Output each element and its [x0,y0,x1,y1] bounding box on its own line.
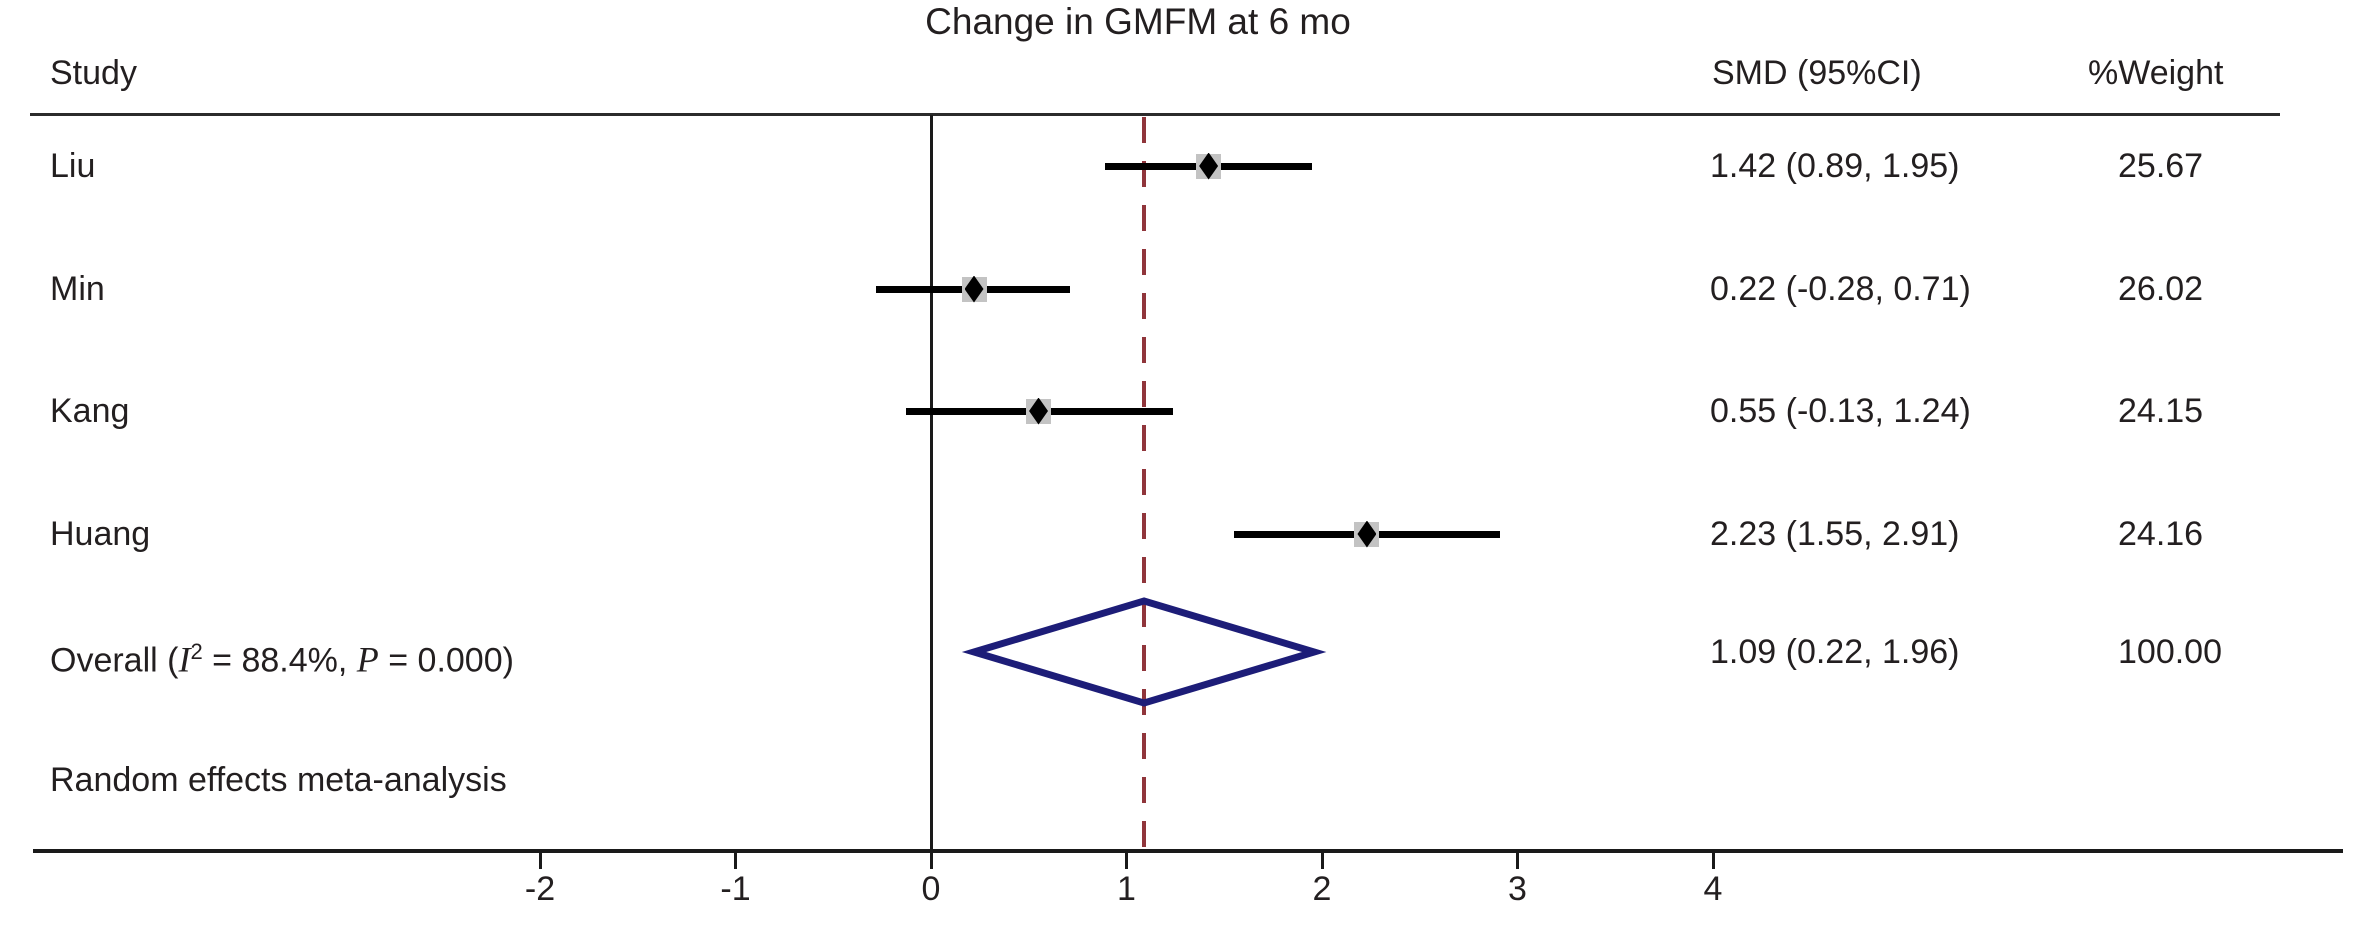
x-tick-mark [538,853,542,869]
x-axis-line [33,849,2343,853]
zero-reference-line [929,115,933,849]
x-tick-mark [734,853,737,869]
p-value: 0.000 [417,641,503,680]
overall-smd-value: 1.09 (0.22, 1.96) [1710,633,1960,671]
study-weight-value: 26.02 [2118,270,2204,308]
x-tick-label: 2 [1312,870,1332,908]
study-label: Huang [50,515,151,553]
column-header-study: Study [50,54,137,92]
overall-label-eq2: = [378,641,418,680]
x-tick-label: 0 [921,870,941,908]
x-tick-label: 3 [1508,870,1527,908]
study-smd-value: 0.22 (-0.28, 0.71) [1710,270,1971,308]
i-squared-symbol: I [178,639,191,680]
column-header-weight: %Weight [2088,54,2224,92]
i-squared-exponent: 2 [190,639,203,664]
overall-label-pre: Overall ( [50,641,179,680]
study-label: Kang [50,392,130,430]
overall-label-eq1: = [202,641,242,680]
x-tick-label: 1 [1117,870,1136,908]
x-tick-mark [1125,853,1128,869]
study-weight-value: 25.67 [2118,147,2204,185]
point-estimate-marker [1029,397,1049,425]
x-tick-label: -1 [720,870,751,908]
x-tick-mark [1516,853,1519,869]
chart-title: Change in GMFM at 6 mo [925,1,1351,42]
header-rule [30,113,2280,116]
overall-label-post: ) [502,641,514,680]
x-tick-label: -2 [524,870,556,908]
x-tick-mark [1320,853,1324,869]
study-weight-value: 24.15 [2118,392,2204,430]
overall-estimate-dashed-line [1142,117,1147,849]
study-label: Liu [50,147,96,185]
model-note: Random effects meta-analysis [50,761,507,799]
overall-row-label: Overall (I2 = 88.4%, P = 0.000) [50,631,514,681]
study-weight-value: 24.16 [2118,515,2204,553]
study-smd-value: 0.55 (-0.13, 1.24) [1710,392,1971,430]
study-smd-value: 2.23 (1.55, 2.91) [1710,515,1960,553]
x-tick-mark [1711,853,1715,869]
point-estimate-marker [964,275,984,303]
point-estimate-marker [1199,152,1219,180]
point-estimate-marker [1357,520,1377,548]
i-squared-value: 88.4% [241,641,338,680]
x-tick-mark [929,853,933,869]
column-header-smd: SMD (95%CI) [1712,54,1922,92]
overall-weight-value: 100.00 [2118,633,2222,671]
study-smd-value: 1.42 (0.89, 1.95) [1710,147,1960,185]
study-label: Min [50,270,105,308]
overall-label-sep: , [337,641,357,680]
x-tick-label: 4 [1703,870,1723,908]
p-symbol: P [356,639,379,680]
